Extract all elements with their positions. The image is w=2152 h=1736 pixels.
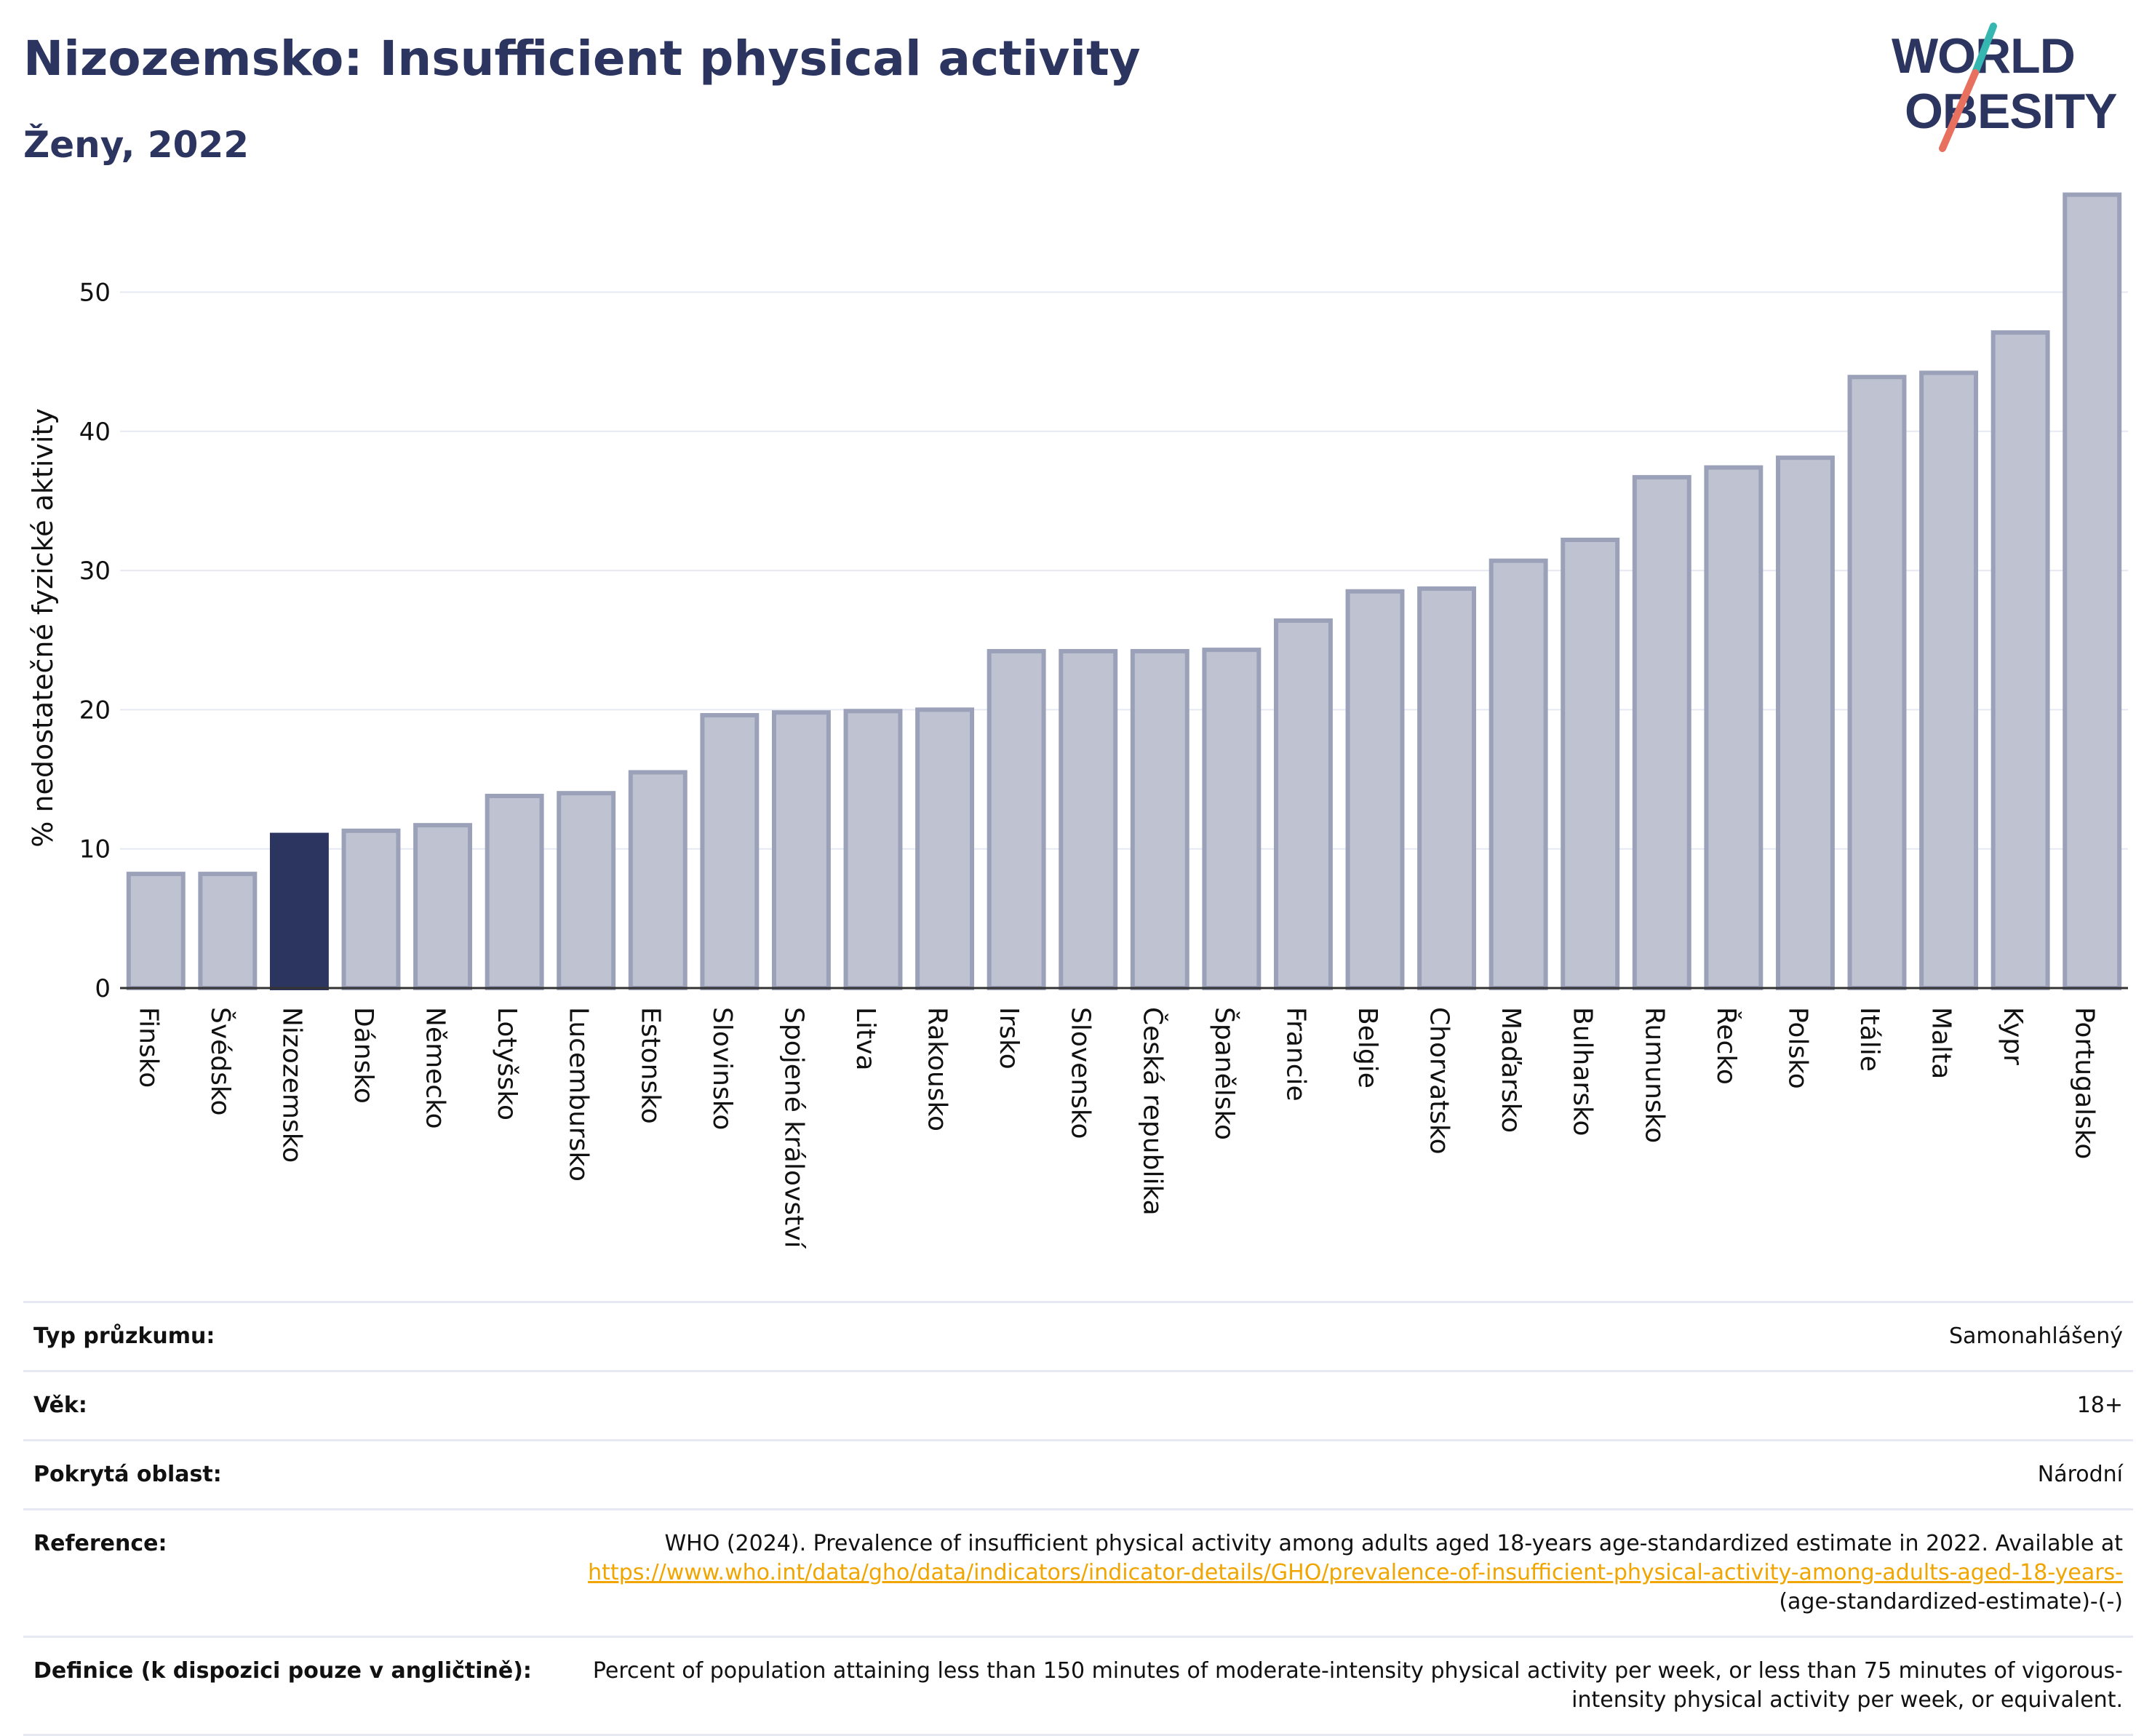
x-tick-label: Španělsko <box>1209 1007 1240 1140</box>
bar-7 <box>628 770 688 990</box>
reference-suffix: (age-standardized-estimate)-(-) <box>1779 1589 2123 1614</box>
bar-5 <box>485 794 544 990</box>
reference-link[interactable]: https://www.who.int/data/gho/data/indica… <box>588 1560 2123 1585</box>
bar-25 <box>1919 370 1979 990</box>
x-tick-label: Rumunsko <box>1639 1007 1669 1143</box>
bar-20 <box>1561 538 1620 990</box>
bar-1 <box>198 872 258 991</box>
bar-17 <box>1345 589 1405 990</box>
x-tick-label: Chorvatsko <box>1424 1007 1454 1155</box>
bar-11 <box>915 707 975 990</box>
world-obesity-logo: WORLD OBESITY <box>1892 23 2118 152</box>
reference-label: Reference: <box>33 1531 167 1556</box>
y-tick-label: 50 <box>79 278 111 307</box>
reference-text: WHO (2024). Prevalence of insufficient p… <box>664 1531 2123 1556</box>
bar-26 <box>1990 330 2050 990</box>
x-tick-label: Francie <box>1280 1007 1310 1102</box>
x-tick-label: Švédsko <box>205 1007 236 1116</box>
y-axis-label: % nedostatečné fyzické aktivity <box>27 408 59 848</box>
x-tick-label: Irsko <box>994 1007 1024 1070</box>
x-tick-label: Bulharsko <box>1568 1007 1598 1136</box>
x-tick-label: Spojené království <box>778 1007 808 1249</box>
bar-0 <box>126 872 186 991</box>
x-tick-labels: Finsko Švédsko Nizozemsko Dánsko Německo Loty… <box>133 1007 2099 1249</box>
x-tick-label: Polsko <box>1782 1007 1812 1089</box>
bar-10 <box>843 709 903 990</box>
coverage-value: Národní <box>2037 1462 2123 1487</box>
y-tick-labels: 0 10 20 30 40 50 <box>79 278 111 1003</box>
x-tick-label: Finsko <box>133 1007 163 1088</box>
bar-chart: 0 10 20 30 40 50 Finsko Švédsko Nizozemsko Dánsk… <box>27 192 2128 1249</box>
bar-27 <box>2063 192 2122 991</box>
bar-19 <box>1489 558 1548 990</box>
page-subtitle: Ženy, 2022 <box>23 124 250 166</box>
bar-16 <box>1273 618 1333 991</box>
info-row-age: Věk: 18+ <box>23 1371 2133 1441</box>
x-tick-label: Slovensko <box>1066 1007 1096 1139</box>
x-tick-label: Maďarsko <box>1496 1007 1526 1133</box>
x-tick-label: Nizozemsko <box>276 1007 306 1163</box>
bar-9 <box>771 710 831 991</box>
bar-18 <box>1417 586 1477 990</box>
y-tick-label: 20 <box>79 696 111 725</box>
bar-15 <box>1202 648 1262 990</box>
bar-2 <box>269 832 329 990</box>
x-tick-label: Česká republika <box>1137 1007 1168 1216</box>
x-tick-label: Belgie <box>1352 1007 1382 1088</box>
info-row-definition: Definice (k dispozici pouze v angličtině… <box>23 1636 2133 1735</box>
x-tick-label: Lucembursko <box>564 1007 594 1182</box>
bar-21 <box>1632 474 1691 990</box>
bar-8 <box>700 713 760 990</box>
survey-type-value: Samonahlášený <box>1949 1323 2123 1349</box>
age-label: Věk: <box>33 1393 87 1418</box>
x-tick-label: Portugalsko <box>2070 1007 2100 1159</box>
bar-4 <box>413 823 473 991</box>
page-title: Nizozemsko: Insufficient physical activi… <box>23 31 1141 87</box>
x-tick-label: Kypr <box>1998 1007 2028 1065</box>
info-row-coverage: Pokrytá oblast: Národní <box>23 1440 2133 1510</box>
logo-line2: OBESITY <box>1905 84 2117 139</box>
logo-slash-coral <box>1939 69 1979 152</box>
bar-22 <box>1704 465 1764 990</box>
survey-type-label: Typ průzkumu: <box>33 1323 215 1349</box>
x-tick-label: Slovinsko <box>707 1007 737 1130</box>
coverage-label: Pokrytá oblast: <box>33 1462 222 1487</box>
y-tick-label: 10 <box>79 835 111 864</box>
info-row-survey-type: Typ průzkumu: Samonahlášený <box>23 1302 2133 1371</box>
y-tick-label: 0 <box>95 974 111 1003</box>
x-tick-label: Itálie <box>1854 1007 1884 1072</box>
bar-12 <box>987 649 1046 990</box>
x-tick-label: Lotyšsko <box>492 1007 522 1120</box>
y-tick-label: 30 <box>79 557 111 586</box>
age-value: 18+ <box>2076 1393 2123 1418</box>
bar-6 <box>557 791 616 991</box>
info-table: Typ průzkumu: Samonahlášený Věk: 18+ Pok… <box>23 1301 2133 1736</box>
info-row-reference: Reference: WHO (2024). Prevalence of ins… <box>23 1509 2133 1637</box>
bar-24 <box>1847 375 1907 990</box>
reference-value: WHO (2024). Prevalence of insufficient p… <box>553 1510 2133 1637</box>
bar-23 <box>1775 455 1835 990</box>
bars <box>126 192 2122 991</box>
x-tick-label: Litva <box>850 1007 880 1071</box>
bar-13 <box>1059 649 1118 990</box>
definition-label: Definice (k dispozici pouze v angličtině… <box>33 1658 532 1684</box>
x-tick-label: Řecko <box>1711 1007 1742 1085</box>
bar-3 <box>341 828 401 990</box>
x-tick-label: Německo <box>421 1007 450 1129</box>
logo-slash-teal <box>1972 23 1997 76</box>
x-tick-label: Malta <box>1926 1007 1956 1079</box>
y-tick-label: 40 <box>79 418 111 447</box>
x-tick-label: Dánsko <box>348 1007 378 1104</box>
x-tick-label: Estonsko <box>635 1007 665 1124</box>
definition-value: Percent of population attaining less tha… <box>592 1658 2123 1713</box>
bar-14 <box>1130 649 1189 990</box>
x-tick-label: Rakousko <box>922 1007 952 1131</box>
